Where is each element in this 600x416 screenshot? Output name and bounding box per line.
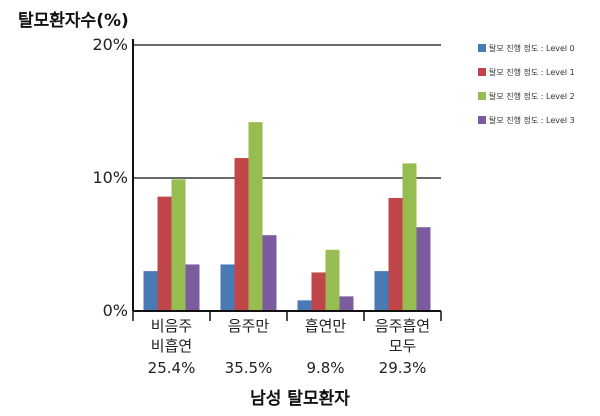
legend-label: 탈모 진행 정도 : Level 2 — [489, 91, 575, 101]
category-percent: 35.5% — [224, 359, 273, 377]
chart-legend: 탈모 진행 정도 : Level 0 탈모 진행 정도 : Level 1 탈모 진… — [478, 42, 600, 138]
bar-0-0 — [143, 271, 158, 311]
chart-title: 탈모환자수(%) — [18, 11, 129, 31]
legend-label: 탈모 진행 정도 : Level 0 — [489, 43, 575, 53]
legend-item: 탈모 진행 정도 : Level 1 — [478, 66, 600, 78]
legend-swatch — [478, 68, 486, 76]
bar-2-3 — [402, 163, 417, 311]
category-percent: 9.8% — [306, 359, 345, 377]
bar-0-2 — [297, 300, 312, 311]
y-tick-label: 0% — [102, 301, 128, 320]
legend-item: 탈모 진행 정도 : Level 2 — [478, 90, 600, 102]
y-tick-label: 10% — [92, 168, 128, 187]
bar-2-2 — [325, 249, 340, 311]
legend-item: 탈모 진행 정도 : Level 3 — [478, 114, 600, 126]
bar-3-1 — [262, 235, 277, 311]
category-name-line: 음주흡연 — [374, 317, 431, 335]
bar-1-3 — [388, 197, 403, 311]
category-name-line: 비흡연 — [150, 337, 193, 355]
bar-2-1 — [248, 122, 263, 311]
category-spacer — [212, 336, 286, 356]
legend-swatch — [478, 92, 486, 100]
category-spacer — [289, 336, 363, 356]
bar-3-0 — [185, 264, 200, 311]
bar-3-3 — [416, 227, 431, 311]
category-name-line: 비음주 — [150, 317, 193, 335]
category-name-line: 음주만 — [227, 317, 270, 335]
legend-label: 탈모 진행 정도 : Level 3 — [489, 115, 575, 125]
category-name-line: 흡연만 — [304, 317, 347, 335]
legend-swatch — [478, 116, 486, 124]
category-name-line: 모두 — [388, 337, 417, 355]
bar-1-2 — [311, 272, 326, 311]
y-tick-label: 20% — [92, 35, 128, 54]
legend-swatch — [478, 44, 486, 52]
x-axis-title: 남성 탈모환자 — [250, 389, 350, 409]
bar-3-2 — [339, 296, 354, 311]
category-label: 음주만 35.5% — [212, 316, 286, 378]
bar-1-1 — [234, 158, 249, 311]
legend-label: 탈모 진행 정도 : Level 1 — [489, 67, 575, 77]
bar-0-1 — [220, 264, 235, 311]
category-percent: 29.3% — [378, 359, 427, 377]
legend-item: 탈모 진행 정도 : Level 0 — [478, 42, 600, 54]
bar-0-3 — [374, 271, 389, 311]
category-percent: 25.4% — [147, 359, 196, 377]
bar-1-0 — [157, 196, 172, 311]
bar-2-0 — [171, 179, 186, 311]
category-label: 흡연만 9.8% — [289, 316, 363, 378]
